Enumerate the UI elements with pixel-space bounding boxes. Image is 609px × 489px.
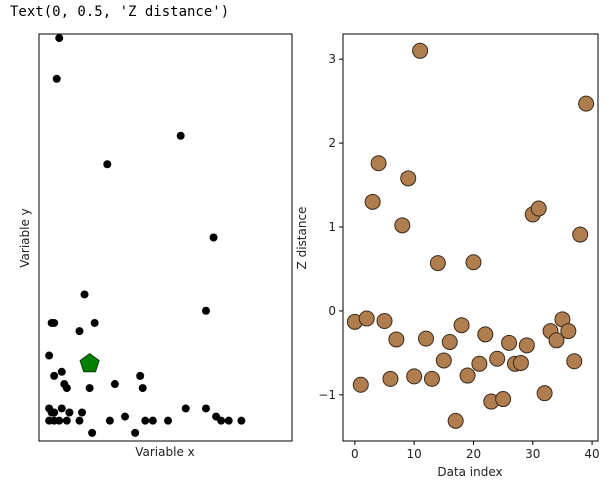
right-plot-ticks: 0 10 20 30 40 −1 0 1 2 3 [318,52,599,461]
left-data-point [78,408,87,417]
left-data-point [50,408,59,417]
left-ylabel: Variable y [18,208,32,268]
z-distance-point [471,355,488,372]
left-data-point [209,233,218,242]
left-data-point [55,34,64,43]
left-data-point [164,416,173,425]
z-distance-point [453,317,470,334]
y-tick-label: 2 [328,136,336,150]
left-data-point [136,371,145,380]
z-distance-point [572,226,589,243]
left-data-point [90,318,99,327]
left-plot-frame [38,33,293,442]
z-distance-point [364,193,381,210]
z-distance-point [530,200,547,217]
z-distance-point [376,312,393,329]
z-distance-point [501,334,518,351]
left-data-point [50,371,59,380]
left-data-point [50,318,59,327]
z-distance-point [489,350,506,367]
z-distance-point [477,326,494,343]
left-data-point [75,327,84,336]
left-data-point [52,74,61,83]
right-plot-frame [342,33,599,442]
z-distance-point [512,354,529,371]
right-xlabel: Data index [437,465,502,479]
z-distance-point [465,254,482,271]
left-data-point [224,416,233,425]
y-tick-label: 0 [328,304,336,318]
left-data-point [85,384,94,393]
right-plot-points [346,42,595,429]
z-distance-point [548,332,565,349]
left-data-point [176,131,185,140]
z-distance-point [429,255,446,272]
x-tick-label: 10 [407,447,422,461]
z-distance-point [370,155,387,172]
y-tick-label: 3 [328,52,336,66]
z-distance-point [459,367,476,384]
z-distance-point [495,391,512,408]
z-distance-point [382,370,399,387]
left-data-point [148,416,157,425]
z-distance-point [536,385,553,402]
cell-output-text: Text(0, 0.5, 'Z distance') [10,4,230,20]
z-distance-point [560,323,577,340]
left-data-point [57,404,66,413]
left-data-point [55,416,64,425]
x-tick-label: 20 [466,447,481,461]
z-distance-point [447,412,464,429]
z-distance-point [400,170,417,187]
y-tick-label: −1 [318,388,336,402]
x-tick-label: 0 [351,447,359,461]
left-data-point [57,367,66,376]
left-data-point [138,384,147,393]
left-data-point [105,416,114,425]
z-distance-point [394,217,411,234]
left-data-point [62,384,71,393]
z-distance-point [423,370,440,387]
z-distance-point [406,368,423,385]
left-data-point [62,416,71,425]
left-plot-points [45,34,246,437]
left-data-point [65,408,74,417]
left-data-point [45,351,54,360]
left-data-point [80,290,89,299]
left-data-point [88,428,97,437]
left-data-point [131,428,140,437]
left-data-point [121,412,130,421]
left-data-point [181,404,190,413]
left-xlabel: Variable x [135,445,195,459]
left-data-point [75,416,84,425]
right-ylabel: Z distance [295,207,309,270]
left-data-point [201,306,210,315]
z-distance-point [518,337,535,354]
z-distance-point [441,333,458,350]
z-distance-point [418,330,435,347]
left-data-point [103,160,112,169]
z-distance-point [388,331,405,348]
left-data-point [237,416,246,425]
x-tick-label: 40 [584,447,599,461]
z-distance-point [352,376,369,393]
x-tick-label: 30 [525,447,540,461]
y-tick-label: 1 [328,220,336,234]
highlight-pentagon-marker [79,353,100,373]
z-distance-point [435,352,452,369]
left-data-point [217,416,226,425]
left-data-point [110,380,119,389]
left-data-point [201,404,210,413]
z-distance-point [578,95,595,112]
z-distance-point [566,353,583,370]
z-distance-point [412,42,429,59]
z-distance-point [358,310,375,327]
left-data-point [141,416,150,425]
